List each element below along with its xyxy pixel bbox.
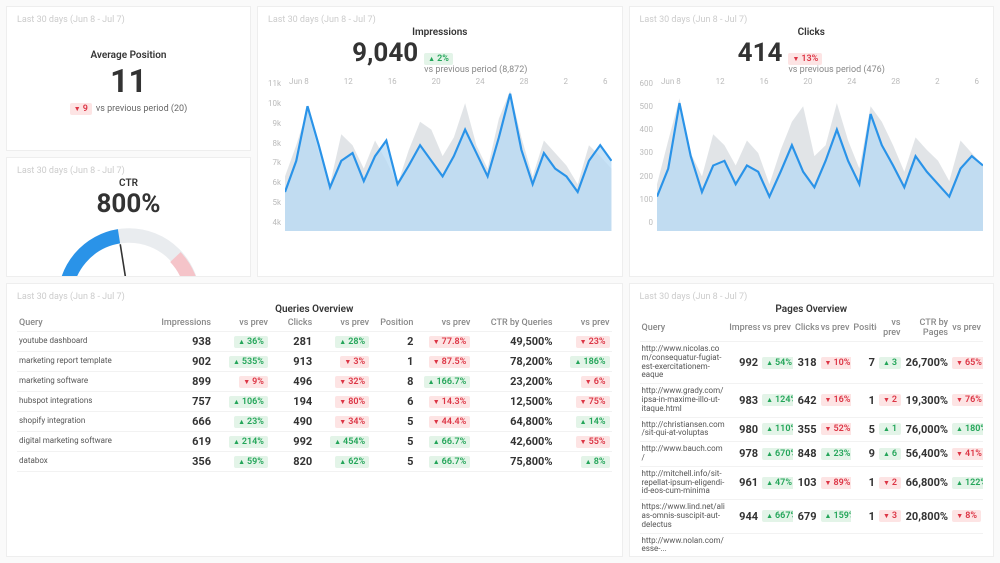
table-row[interactable]: http://christiansen.com/sit-qui-at-volup… (640, 417, 984, 442)
queries-card: Last 30 days (Jun 8 - Jul 7) Queries Ove… (6, 283, 623, 557)
ctr-title: CTR (119, 178, 138, 189)
period-label: Last 30 days (Jun 8 - Jul 7) (17, 15, 240, 25)
clicks-vs: vs previous period (476) (788, 65, 884, 75)
pages-title: Pages Overview (640, 304, 984, 315)
table-row[interactable]: digital marketing software619214%992454%… (17, 432, 612, 452)
clicks-card: Last 30 days (Jun 8 - Jul 7) Clicks 414 … (629, 6, 995, 277)
avg-position-title: Average Position (90, 50, 166, 61)
table-row[interactable]: http://www.bauch.com/978670%84823%9656,4… (640, 442, 984, 467)
ctr-gauge: 0 900 (49, 219, 209, 277)
table-row[interactable]: hubspot integrations757106%19480%614.3%1… (17, 392, 612, 412)
pages-table: QueryImpressionsvs prevClicksvs prevPosi… (640, 315, 984, 557)
clicks-title: Clicks (640, 27, 984, 38)
clicks-chart (657, 75, 983, 231)
avg-position-delta: 9 (70, 103, 92, 115)
impressions-value: 9,040 (352, 38, 418, 68)
avg-position-card: Last 30 days (Jun 8 - Jul 7) Average Pos… (6, 6, 251, 151)
avg-position-vs: vs previous period (20) (96, 104, 187, 114)
impressions-title: Impressions (268, 27, 612, 38)
period-label: Last 30 days (Jun 8 - Jul 7) (640, 15, 984, 25)
avg-position-value: 11 (110, 65, 147, 99)
table-row[interactable]: http://www.grady.com/ipsa-in-maxime-illo… (640, 384, 984, 417)
clicks-delta: 13% (788, 53, 822, 65)
pages-card: Last 30 days (Jun 8 - Jul 7) Pages Overv… (629, 283, 995, 557)
period-label: Last 30 days (Jun 8 - Jul 7) (17, 166, 240, 176)
table-row[interactable]: http://www.nolan.com/esse-... (640, 533, 984, 557)
clicks-value: 414 (738, 38, 783, 68)
ctr-card: Last 30 days (Jun 8 - Jul 7) CTR 800% 0 … (6, 157, 251, 277)
queries-title: Queries Overview (17, 304, 612, 315)
table-row[interactable]: http://mitchell.info/sit-repellat-ipsum-… (640, 466, 984, 499)
impressions-chart (285, 75, 611, 231)
table-row[interactable]: https://www.lind.net/alias-omnis-suscipi… (640, 500, 984, 533)
impressions-card: Last 30 days (Jun 8 - Jul 7) Impressions… (257, 6, 623, 277)
impressions-delta: 2% (424, 53, 453, 65)
period-label: Last 30 days (Jun 8 - Jul 7) (17, 292, 612, 302)
ctr-value: 800% (97, 189, 161, 219)
table-row[interactable]: marketing report template902535%9133%187… (17, 352, 612, 372)
table-row[interactable]: databox35659%82062%566.7%75,800%8% (17, 452, 612, 472)
impressions-vs: vs previous period (8,872) (424, 65, 527, 75)
period-label: Last 30 days (Jun 8 - Jul 7) (640, 292, 984, 302)
table-row[interactable]: marketing software8999%49632%8166.7%23,2… (17, 372, 612, 392)
queries-table: QueryImpressionsvs prevClicksvs prevPosi… (17, 315, 612, 472)
table-row[interactable]: shopify integration66623%49034%544.4%64,… (17, 412, 612, 432)
table-row[interactable]: youtube dashboard93836%28128%277.8%49,50… (17, 332, 612, 352)
table-row[interactable]: http://www.nicolas.com/consequatur-fugia… (640, 342, 984, 384)
period-label: Last 30 days (Jun 8 - Jul 7) (268, 15, 612, 25)
